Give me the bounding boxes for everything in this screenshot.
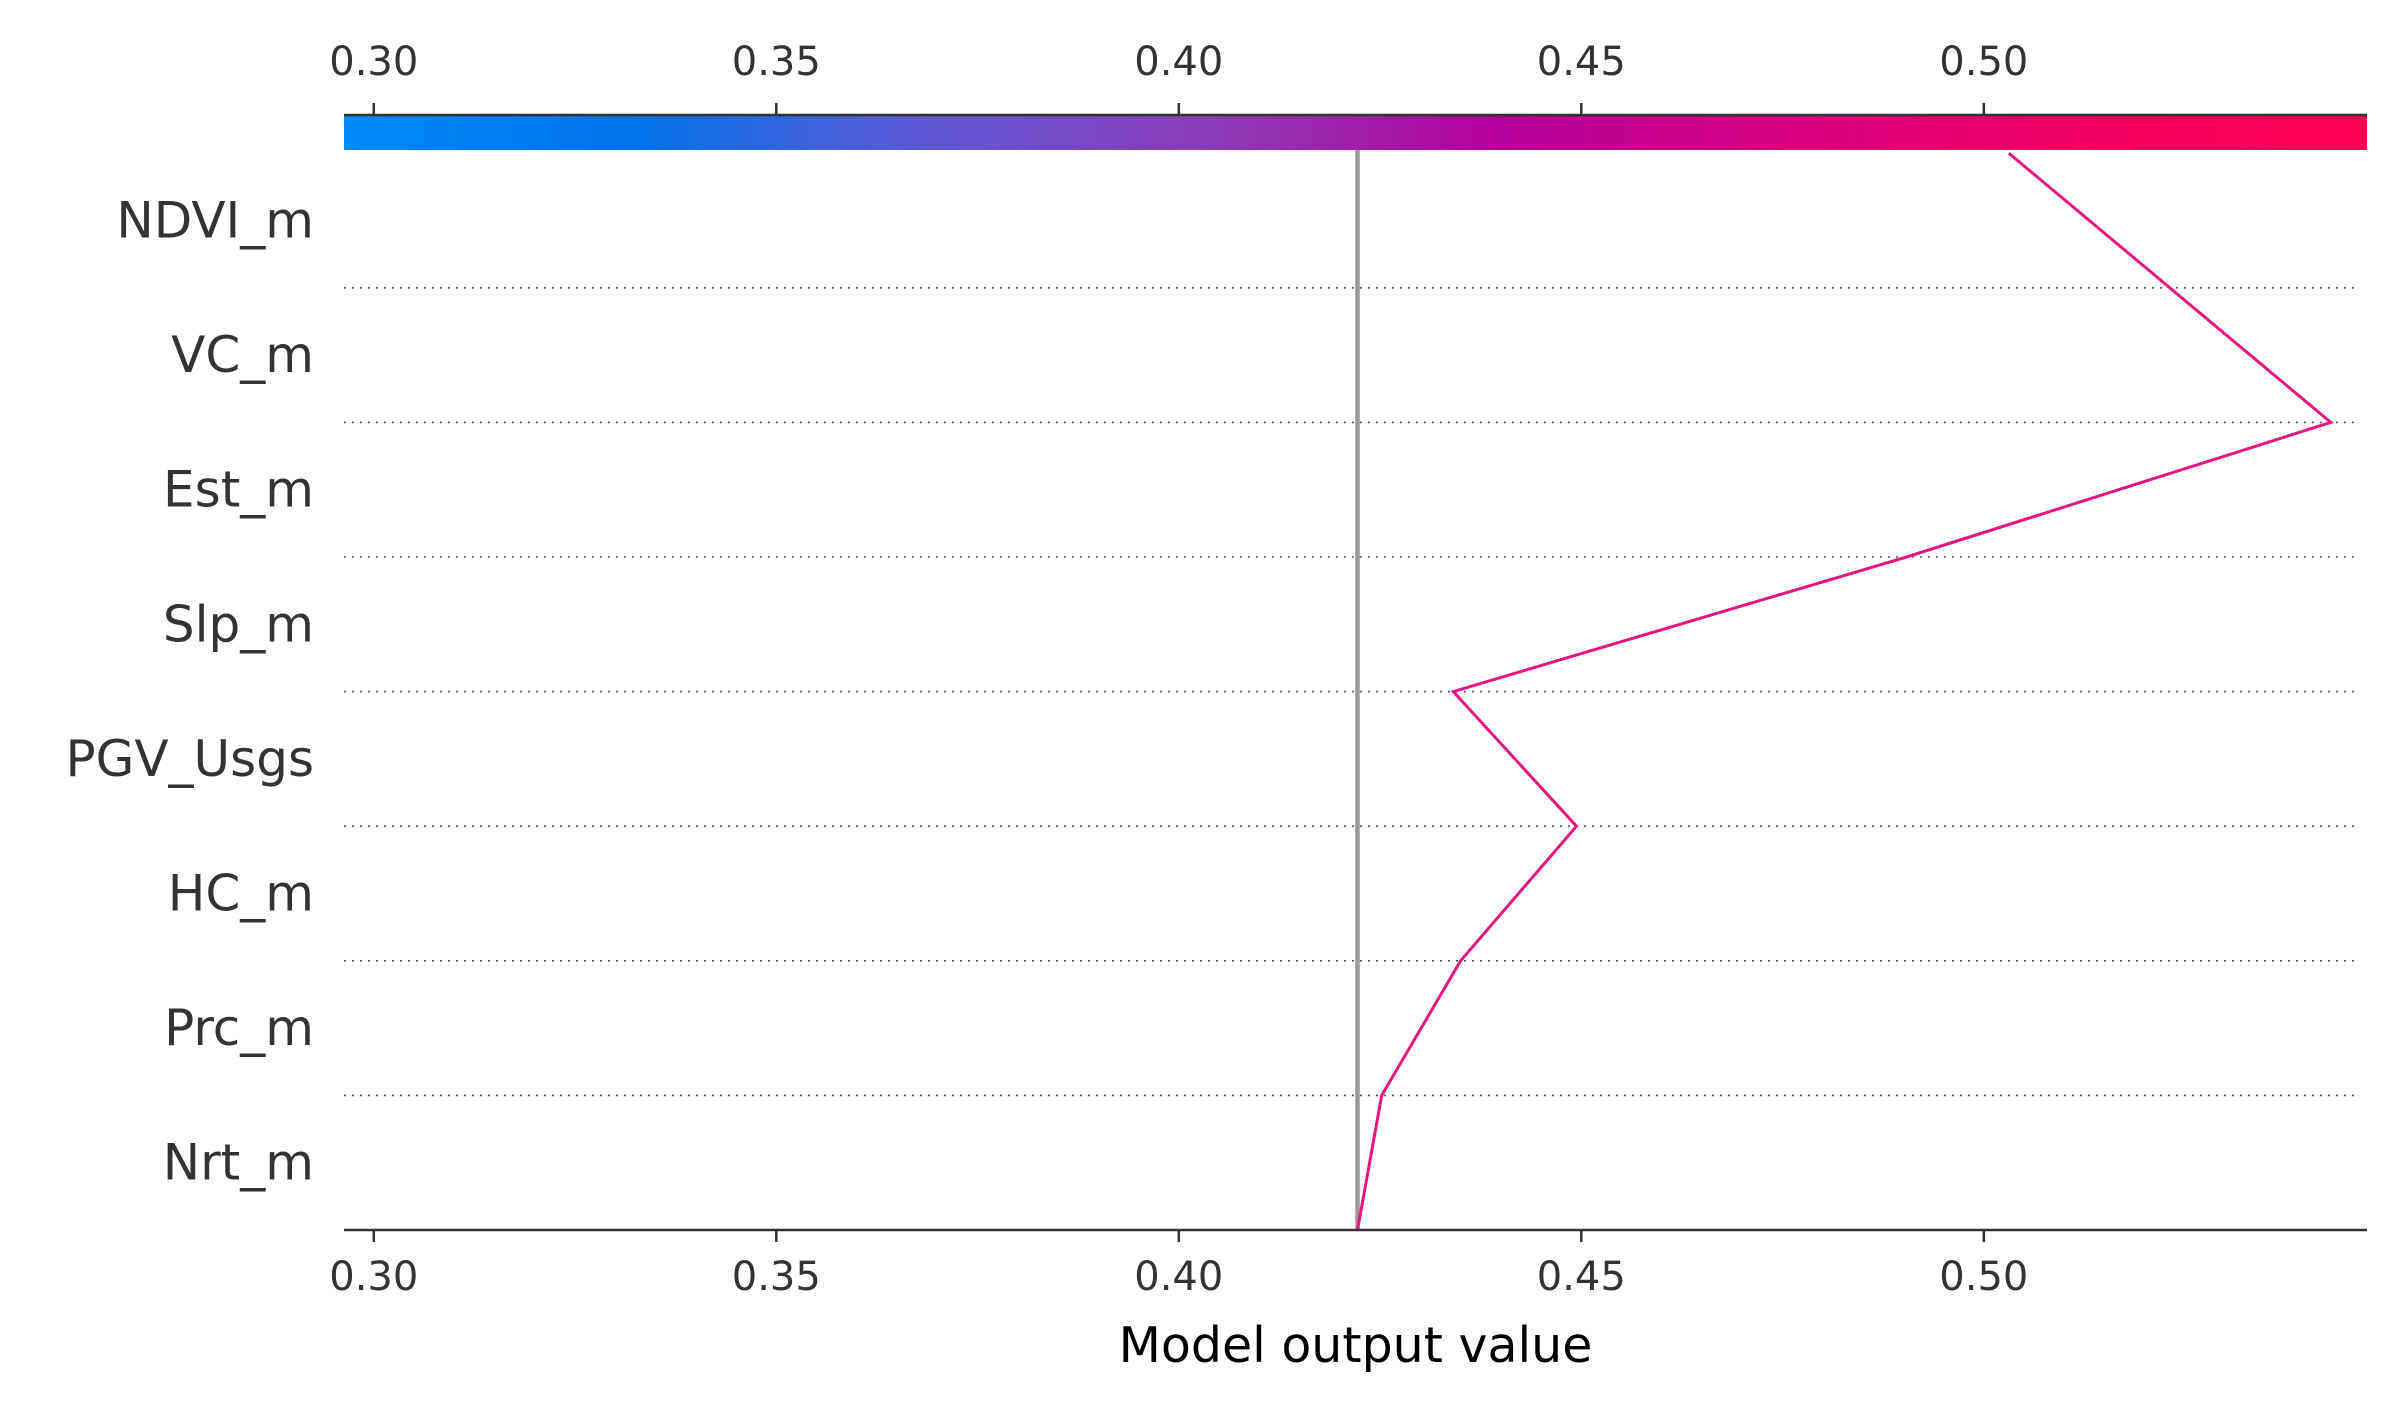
top-tick-label: 0.45 bbox=[1537, 39, 1626, 85]
top-tick-label: 0.50 bbox=[1939, 39, 2028, 85]
decision-line bbox=[1356, 152, 2334, 1231]
top-tick-label: 0.40 bbox=[1134, 39, 1223, 85]
feature-label: Slp_m bbox=[163, 595, 314, 653]
bottom-tick-label: 0.35 bbox=[732, 1254, 821, 1300]
feature-label: NDVI_m bbox=[116, 192, 314, 250]
bottom-tick-label: 0.45 bbox=[1537, 1254, 1626, 1300]
top-tick-label: 0.30 bbox=[329, 39, 418, 85]
top-tick-label: 0.35 bbox=[732, 39, 821, 85]
feature-label: VC_m bbox=[171, 326, 314, 384]
bottom-tick-label: 0.30 bbox=[329, 1254, 418, 1300]
grid-lines bbox=[344, 286, 2357, 1097]
feature-label: PGV_Usgs bbox=[65, 730, 314, 788]
colorbar bbox=[344, 115, 2367, 150]
axes-group bbox=[344, 113, 2367, 1232]
feature-label: Est_m bbox=[163, 461, 314, 519]
top-tick-group: 0.30 0.35 0.40 0.45 0.50 bbox=[329, 39, 2028, 115]
bottom-tick-label: 0.50 bbox=[1939, 1254, 2028, 1300]
x-axis-label: Model output value bbox=[1119, 1317, 1593, 1374]
series-group bbox=[1356, 152, 2334, 1231]
bottom-tick-label: 0.40 bbox=[1134, 1254, 1223, 1300]
feature-label: Nrt_m bbox=[163, 1134, 314, 1192]
bottom-tick-group: 0.30 0.35 0.40 0.45 0.50 bbox=[329, 1230, 2028, 1300]
feature-label-group: NDVI_m VC_m Est_m Slp_m PGV_Usgs HC_m Prc_m Nrt… bbox=[65, 192, 314, 1192]
feature-label: Prc_m bbox=[164, 999, 314, 1057]
feature-label: HC_m bbox=[168, 865, 314, 923]
